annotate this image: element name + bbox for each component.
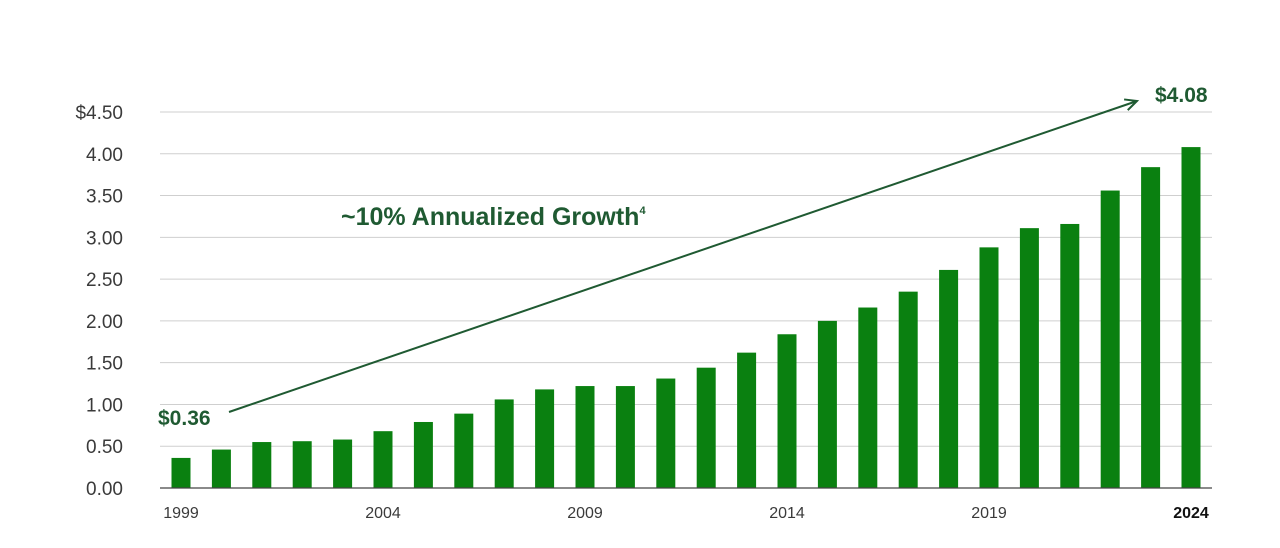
bar-2002 (292, 441, 312, 488)
y-tick-label: 1.50 (86, 354, 123, 375)
y-tick-label: 1.00 (86, 395, 123, 416)
gridlines (160, 111, 1212, 447)
arrow-shaft (228, 100, 1138, 413)
y-axis-ticks: 0.00 0.50 1.00 1.50 2.00 2.50 3.00 3.50 4.00 $4.5… (75, 103, 123, 500)
y-tick-label: 2.50 (86, 270, 123, 291)
bar-2003 (333, 439, 353, 488)
bars (171, 147, 1201, 489)
y-tick-label: 0.00 (86, 479, 123, 500)
bar-2016 (858, 307, 878, 488)
x-tick-label: 2019 (971, 505, 1007, 522)
x-tick-label: 1999 (163, 505, 199, 522)
bar-2014 (777, 334, 797, 488)
y-tick-label: 0.50 (86, 437, 123, 458)
bar-2017 (898, 291, 918, 488)
bar-2018 (939, 269, 959, 488)
start-value-label: $0.36 (158, 407, 211, 430)
bar-2019 (979, 247, 999, 488)
x-tick-label: 2009 (567, 505, 603, 522)
bar-2005 (413, 421, 433, 488)
bar-2008 (535, 389, 555, 488)
growth-annotation: ~10% Annualized Growth4 (341, 203, 646, 231)
y-tick-label: 2.00 (86, 312, 123, 333)
bar-2012 (696, 367, 716, 488)
bar-2000 (211, 449, 231, 488)
bar-2006 (454, 413, 474, 488)
y-tick-label: 4.00 (86, 145, 123, 166)
growth-footnote: 4 (639, 205, 646, 217)
bar-2020 (1019, 228, 1039, 489)
x-axis-ticks: 1999 2004 2009 2014 2019 2024 (163, 505, 1209, 522)
y-tick-label: 3.50 (86, 187, 123, 208)
bar-2007 (494, 399, 514, 488)
y-tick-label: 3.00 (86, 228, 123, 249)
bar-2015 (817, 320, 837, 488)
end-value-label: $4.08 (1155, 84, 1208, 107)
x-tick-label: 2004 (365, 505, 401, 522)
bar-2001 (252, 442, 272, 488)
bar-2023 (1141, 167, 1161, 488)
bar-2021 (1060, 223, 1080, 488)
y-tick-label: $4.50 (75, 103, 123, 124)
bar-1999 (171, 457, 191, 488)
arrow-head (1123, 98, 1140, 111)
growth-arrow (228, 98, 1140, 413)
bar-2013 (737, 352, 757, 488)
bar-2011 (656, 378, 676, 488)
bar-2009 (575, 386, 595, 488)
bar-2010 (615, 386, 635, 488)
bar-2024 (1181, 147, 1201, 489)
bar-2004 (373, 431, 393, 488)
growth-text: ~10% Annualized Growth (341, 203, 639, 231)
x-tick-label: 2014 (769, 505, 805, 522)
x-tick-label: 2024 (1173, 505, 1209, 522)
bar-2022 (1100, 190, 1120, 488)
